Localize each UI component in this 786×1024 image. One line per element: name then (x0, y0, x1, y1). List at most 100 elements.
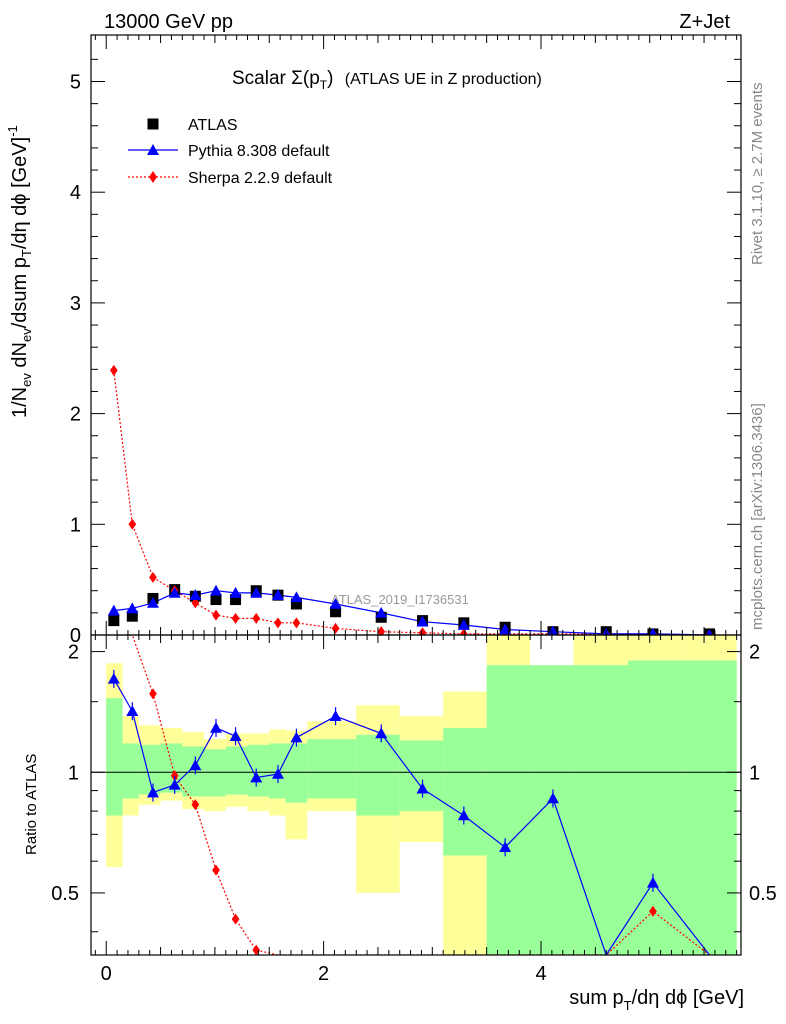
x-axis-label: sum pT/dη dϕ [GeV] (569, 987, 744, 1013)
pythia-point (250, 586, 263, 598)
pythia-ratio-point (646, 876, 659, 888)
top-y-tick-label: 5 (70, 71, 81, 93)
top-y-tick-label: 1 (70, 514, 81, 536)
uncertainty-bands (106, 635, 737, 955)
pythia-point (329, 598, 342, 609)
sherpa-point (331, 622, 340, 634)
green-band-bin (399, 740, 444, 812)
atlas-point (290, 598, 302, 610)
header-right: Z+Jet (679, 11, 730, 33)
green-band-bin (138, 744, 161, 795)
green-band-bin (682, 660, 737, 955)
green-band-bin (225, 746, 248, 795)
plot-title: Scalar Σ(pT) (ATLAS UE in Z production) (232, 68, 542, 92)
pythia-ratio-point (146, 786, 159, 798)
legend: ATLAS Pythia 8.308 default Sherpa 2.2.9 de… (128, 117, 333, 187)
green-band-bin (627, 660, 683, 955)
sherpa-point (252, 612, 261, 624)
pythia-point (229, 586, 242, 598)
pythia-ratio-point (416, 782, 429, 794)
pythia-point (189, 589, 202, 600)
sherpa-point (459, 628, 468, 635)
green-band-bin (106, 698, 123, 816)
atlas-point (330, 606, 342, 618)
plot-title-suffix: (ATLAS UE in Z production) (345, 71, 542, 88)
data-series (107, 364, 715, 955)
sherpa-point (212, 609, 220, 621)
sherpa-point (109, 364, 118, 376)
sherpa-point (231, 612, 240, 624)
green-band-bin (307, 739, 357, 799)
sherpa-point (191, 597, 200, 609)
atlas-point (126, 610, 138, 622)
pythia-ratio-point (329, 710, 342, 721)
sherpa-point (418, 627, 427, 635)
legend-label: ATLAS (188, 117, 238, 134)
ratio-y-tick-label-right: 1 (749, 762, 760, 784)
green-band-bin (356, 734, 400, 816)
pythia-ratio-point (290, 731, 303, 743)
pythia-ratio-point (457, 809, 470, 821)
pythia-ratio-point (107, 672, 120, 684)
green-band-bin (182, 746, 205, 797)
ratio-y-tick-label-right: 0.5 (749, 883, 777, 905)
sherpa-ratio-point (252, 944, 261, 955)
pythia-ratio-point (210, 721, 222, 733)
green-band-bin (285, 743, 308, 803)
top-y-tick-label: 3 (70, 293, 81, 315)
pythia-point (126, 602, 139, 614)
x-tick-label: 4 (535, 963, 546, 985)
pythia-point (146, 596, 159, 608)
top-y-axis-label: 1/Nev dNev/dsum pT/dη dϕ [GeV]-1 (5, 125, 34, 418)
plot-title-sub: T (320, 78, 328, 92)
pythia-ratio-point (546, 792, 559, 804)
pythia-point (271, 589, 284, 600)
pythia-ratio-point (189, 759, 202, 771)
sherpa-point (128, 518, 137, 530)
top-y-tick-label: 0 (70, 625, 81, 647)
header-left: 13000 GeV pp (104, 11, 233, 33)
pythia-point (210, 584, 222, 596)
legend-marker (149, 171, 157, 183)
sherpa-point (149, 571, 157, 583)
plot-title-end: ) (327, 68, 333, 89)
pythia-ratio-point (271, 768, 284, 779)
legend-label: Pythia 8.308 default (188, 143, 330, 160)
pythia-point (168, 586, 181, 598)
ratio-y-tick-label-right: 2 (749, 642, 760, 664)
sherpa-point (274, 617, 282, 629)
sherpa-ratio-point (149, 688, 157, 700)
green-band-bin (443, 727, 487, 856)
pythia-ratio-point (229, 730, 242, 742)
analysis-watermark: ATLAS_2019_I1736531 (331, 592, 469, 607)
pythia-ratio-point (250, 771, 263, 783)
green-band-bin (160, 743, 183, 793)
pythia-point (457, 619, 470, 630)
sherpa-ratio-point (649, 905, 657, 917)
pythia-point (706, 629, 713, 635)
sherpa-ratio-point (231, 913, 240, 925)
pythia-point (416, 615, 429, 627)
legend-label: Sherpa 2.2.9 default (188, 170, 333, 187)
x-tick-label: 0 (101, 963, 112, 985)
green-band-bin (122, 743, 139, 799)
legend-marker (147, 144, 159, 155)
axis-frames (90, 34, 742, 956)
ratio-y-tick-label-left: 1 (68, 762, 79, 784)
pythia-ratio-point (168, 778, 181, 790)
site-label: mcplots.cern.ch [arXiv:1306.3436] (749, 403, 766, 630)
atlas-point (108, 615, 120, 627)
legend-marker (147, 118, 159, 130)
green-band-bin (486, 665, 531, 955)
pythia-ratio-point (499, 841, 512, 853)
ratio-y-tick-label-left: 2 (68, 642, 79, 664)
ratio-y-tick-label-left: 0.5 (51, 883, 79, 905)
sherpa-ratio-point (191, 799, 200, 811)
sherpa-point (377, 626, 386, 635)
ratio-panel-frame (90, 634, 742, 956)
pythia-point (375, 606, 388, 618)
ratio-y-axis-label: Ratio to ATLAS (23, 754, 40, 855)
sherpa-ratio-point (212, 864, 220, 876)
green-band-bin (204, 749, 226, 797)
